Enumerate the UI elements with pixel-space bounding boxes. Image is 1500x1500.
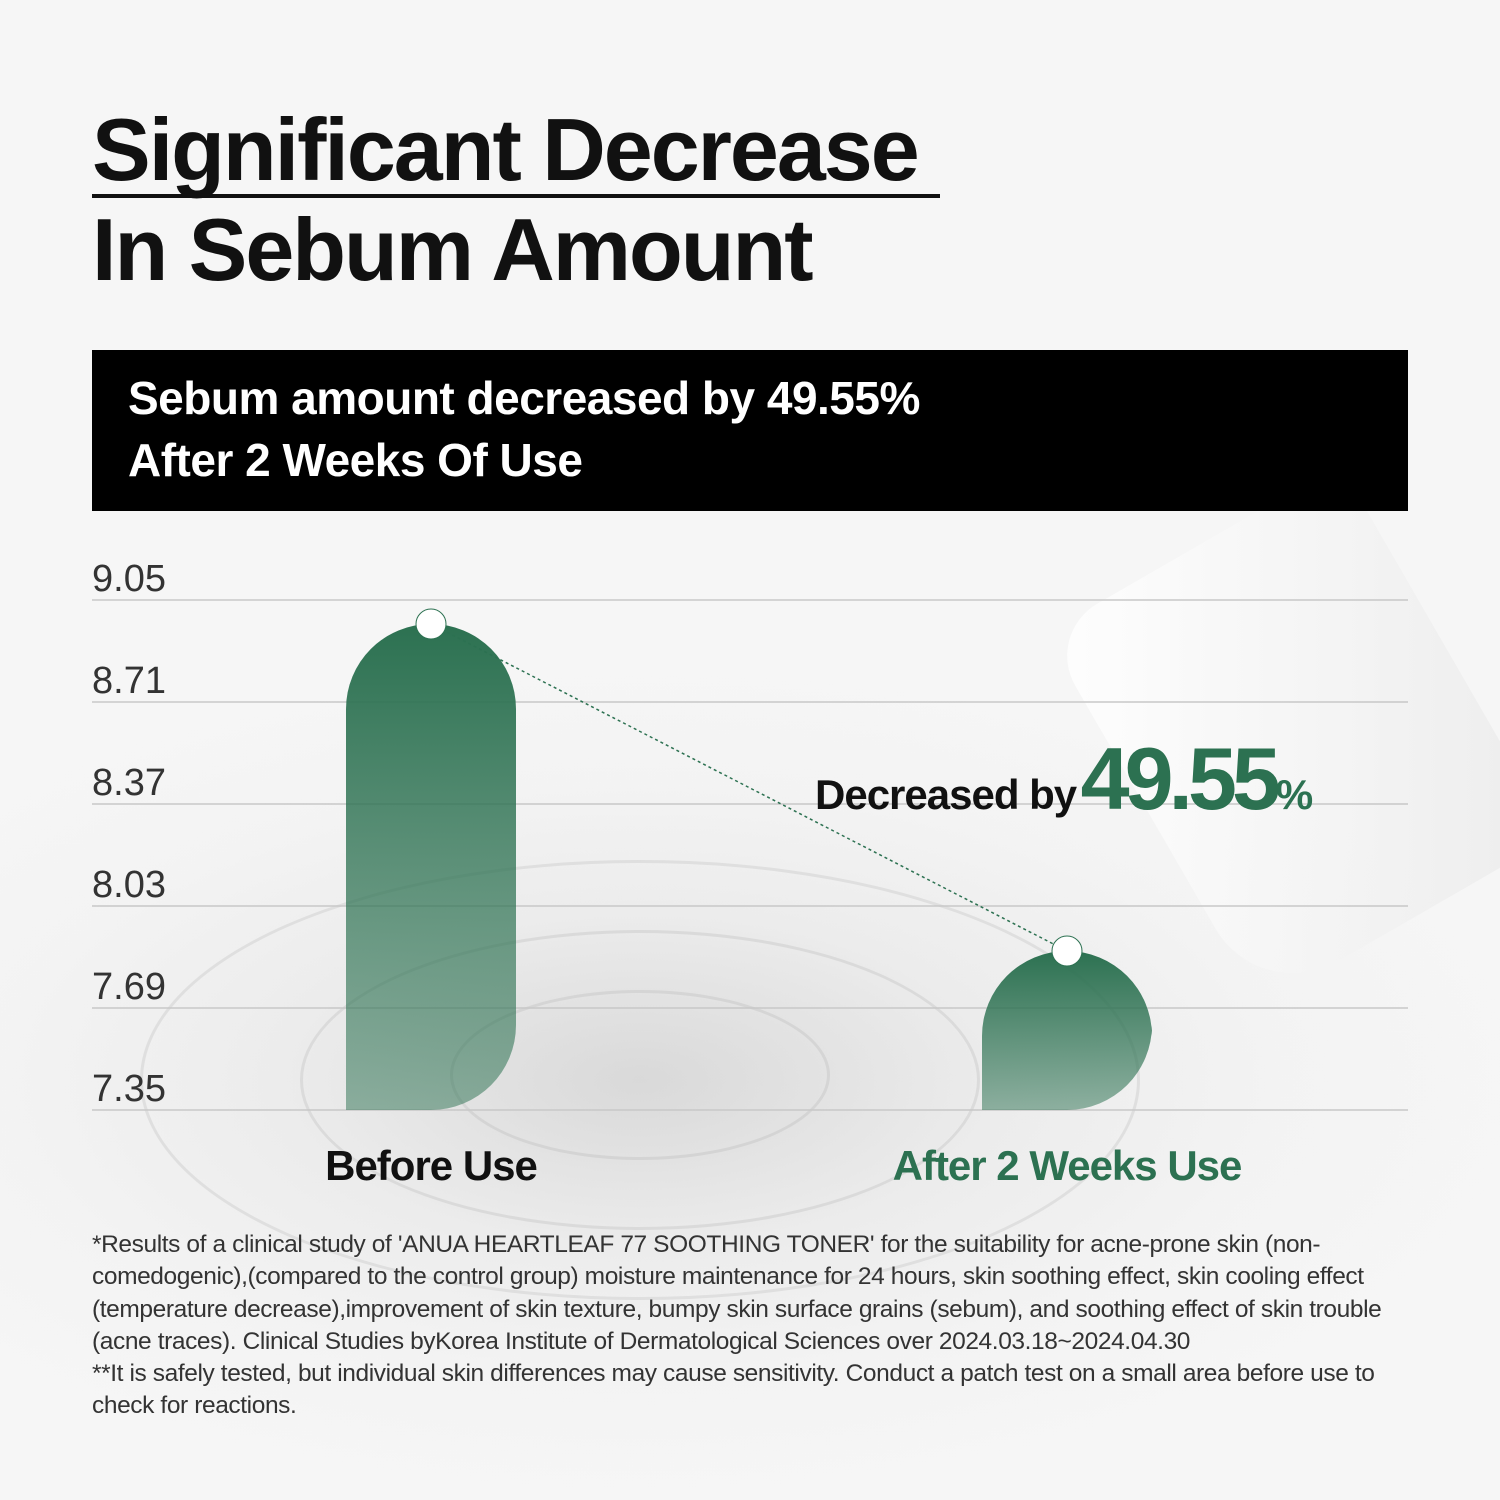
trend-dotted-line [430,623,1068,952]
title-line-1: Significant Decrease [92,106,940,198]
y-tick-label: 7.35 [92,1068,166,1110]
decrease-annotation: Decreased by 49.55% [815,728,1313,830]
y-tick-label: 8.71 [92,660,166,702]
annotation-prefix: Decreased by [815,771,1077,818]
y-tick-label: 9.05 [92,558,166,600]
page-title: Significant Decrease In Sebum Amount [92,100,940,300]
data-point-marker [415,608,447,640]
background-ripple [300,930,980,1230]
x-category-label: Before Use [325,1142,537,1189]
footnote-safety: **It is safely tested, but individual sk… [92,1360,1375,1420]
footnote-study: *Results of a clinical study of 'ANUA HE… [92,1231,1382,1355]
y-tick-label: 8.37 [92,762,166,804]
bar-after [982,951,1152,1110]
data-point-marker [1051,935,1083,967]
y-tick-label: 8.03 [92,864,166,906]
y-tick-label: 7.69 [92,966,166,1008]
annotation-unit: % [1275,771,1314,818]
banner-line-2: After 2 Weeks Of Use [128,434,583,486]
x-category-label: After 2 Weeks Use [893,1142,1242,1189]
annotation-value: 49.55 [1080,729,1281,828]
banner-line-1: Sebum amount decreased by 49.55% [128,372,920,424]
result-banner: Sebum amount decreased by 49.55% After 2… [92,350,1408,511]
footnotes: *Results of a clinical study of 'ANUA HE… [92,1229,1412,1423]
bar-before [346,624,516,1110]
title-line-2: In Sebum Amount [92,200,814,299]
background-ripple [140,860,1140,1300]
